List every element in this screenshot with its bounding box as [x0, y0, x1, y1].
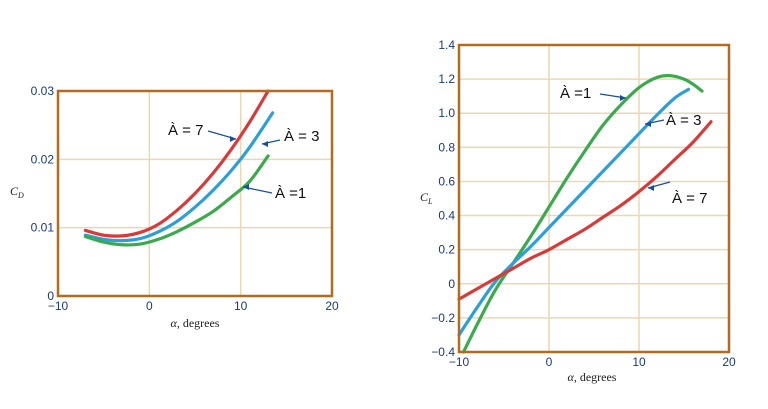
x-tick-label: 10 — [234, 299, 248, 313]
y-tick-label: −0.4 — [431, 345, 455, 359]
x-tick-label: 0 — [546, 355, 553, 369]
y-tick-label: 0.01 — [31, 221, 55, 235]
lift-chart: À =1 À = 3 À = 7 −10 0 10 20 −0.4 −0.2 0 0.2 0.4 0.6… — [420, 38, 736, 384]
x-axis-label: α, degrees — [568, 370, 617, 384]
series-annotation: À = 7 — [672, 190, 707, 207]
y-tick-label: 0.6 — [438, 174, 455, 188]
y-axis-subscript: L — [427, 197, 433, 206]
x-tick-label: 10 — [632, 355, 646, 369]
x-axis-label: α, degrees — [171, 316, 220, 330]
series-annotation: À = 3 — [666, 112, 701, 129]
x-tick-label: 20 — [325, 299, 339, 313]
leader-arrowhead — [262, 141, 268, 147]
y-tick-label: 0.4 — [438, 209, 455, 223]
x-axis-text: , degrees — [574, 370, 617, 384]
plot-frame — [56, 89, 334, 298]
leader-arrowhead — [230, 136, 236, 142]
y-axis-symbol: C — [10, 184, 19, 198]
y-axis-subscript: D — [17, 191, 24, 200]
series-annotation: À = 7 — [168, 122, 203, 139]
x-tick-label: −10 — [449, 355, 470, 369]
plot-frame — [457, 43, 731, 354]
y-tick-label: 0.2 — [438, 243, 455, 257]
y-tick-label: 0 — [448, 277, 455, 291]
y-tick-label: 1.2 — [438, 72, 455, 86]
leader-arrowhead — [620, 95, 626, 101]
leader-arrowhead — [645, 121, 651, 127]
series-line-1 — [83, 111, 275, 243]
x-axis-symbol: α — [568, 370, 575, 384]
series-line-1 — [457, 87, 691, 337]
y-tick-label: 0.8 — [438, 140, 455, 154]
x-axis-symbol: α — [171, 316, 178, 330]
y-tick-label: 0.03 — [31, 84, 55, 98]
y-tick-label: −0.2 — [431, 311, 455, 325]
x-axis-text: , degrees — [177, 316, 220, 330]
y-tick-label: 0 — [47, 289, 54, 303]
y-tick-label: 1.0 — [438, 106, 455, 120]
y-tick-label: 1.4 — [438, 38, 455, 52]
y-axis-symbol: C — [420, 190, 429, 204]
y-tick-label: 0.02 — [31, 152, 55, 166]
y-axis-label: CL — [420, 190, 433, 206]
series-line-0 — [461, 73, 704, 354]
series-annotation: À =1 — [560, 85, 591, 102]
x-tick-label: 20 — [722, 355, 736, 369]
leader-arrowhead — [648, 185, 654, 191]
y-axis-label: CD — [10, 184, 24, 200]
leader-arrowhead — [243, 184, 249, 190]
series-annotation: À = 3 — [284, 128, 319, 145]
series-line-2 — [83, 154, 270, 247]
x-tick-label: 0 — [146, 299, 153, 313]
series-annotation: À =1 — [275, 185, 306, 202]
series-line-0 — [83, 89, 270, 238]
x-tick-label: −10 — [48, 299, 69, 313]
series-line-2 — [457, 120, 713, 301]
